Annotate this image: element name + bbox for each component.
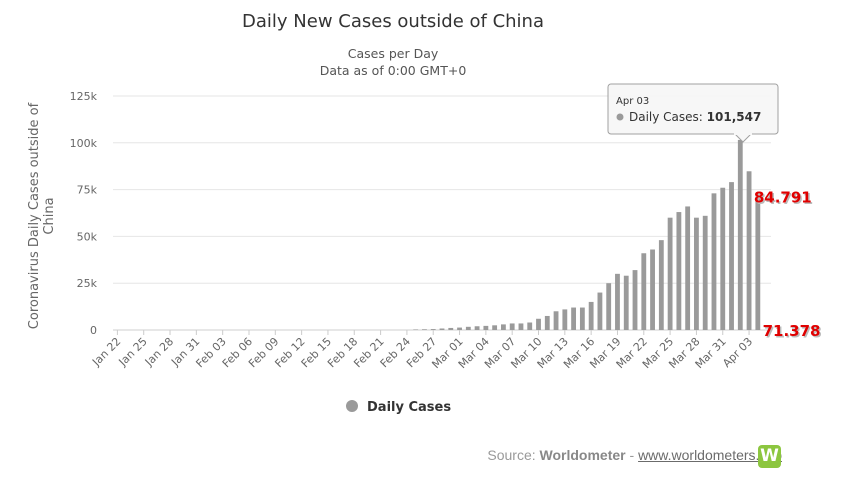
bar[interactable] (501, 324, 506, 330)
y-tick-label: 50k (77, 230, 98, 243)
bar[interactable] (685, 206, 691, 330)
svg-text:71.378: 71.378 (764, 324, 822, 342)
bar[interactable] (422, 329, 427, 330)
bar[interactable] (755, 196, 761, 330)
bar[interactable] (509, 323, 515, 330)
bar[interactable] (746, 171, 752, 330)
source-separator: - (629, 447, 635, 463)
legend-label: Daily Cases (367, 400, 451, 415)
data-annotation: 84.791 (754, 188, 812, 206)
y-tick-label: 25k (77, 277, 98, 290)
chart-title: Daily New Cases outside of China (242, 11, 544, 32)
bar[interactable] (571, 307, 577, 330)
bar[interactable] (448, 327, 454, 330)
bar[interactable] (711, 193, 717, 330)
bar[interactable] (606, 283, 612, 330)
y-tick-label: 0 (90, 324, 97, 337)
source-name: Worldometer (539, 447, 626, 463)
bar[interactable] (729, 182, 734, 330)
bar[interactable] (702, 215, 708, 330)
source-link[interactable]: www.worldometers.info (638, 447, 782, 463)
bar[interactable] (430, 329, 436, 330)
bar[interactable] (676, 212, 682, 330)
tooltip-pointer (733, 133, 753, 143)
bar[interactable] (457, 327, 462, 330)
bar[interactable] (650, 249, 655, 330)
bar[interactable] (413, 329, 419, 330)
tooltip: Apr 03 Daily Cases: 101,547 (607, 83, 779, 143)
bar[interactable] (667, 217, 673, 330)
bar[interactable] (474, 326, 480, 330)
tooltip-marker (616, 113, 624, 121)
bar-series[interactable] (413, 139, 761, 330)
tooltip-value: 101,547 (707, 110, 762, 124)
x-tick-label: Jan 28 (142, 335, 176, 369)
bar[interactable] (588, 301, 594, 330)
bar[interactable] (641, 253, 647, 330)
bar[interactable] (544, 315, 550, 330)
bar[interactable] (694, 217, 699, 330)
bar[interactable] (623, 275, 629, 330)
y-tick-label: 100k (70, 137, 98, 150)
tooltip-series-label: Daily Cases: 101,547 (629, 110, 761, 124)
bar[interactable] (562, 309, 568, 330)
tooltip-box (607, 83, 779, 135)
tooltip-date: Apr 03 (616, 96, 649, 107)
y-tick-label: 125k (70, 90, 98, 103)
chart-subtitle-line1: Cases per Day (348, 46, 439, 61)
legend-marker (346, 400, 358, 412)
svg-text:84.791: 84.791 (755, 190, 813, 208)
bar[interactable] (720, 187, 726, 330)
bar[interactable] (439, 328, 445, 330)
worldometer-logo-icon[interactable]: W (758, 445, 781, 468)
x-tick-label: Jan 22 (89, 335, 123, 369)
y-axis-title-line1: Coronavirus Daily Cases outside of (27, 102, 42, 329)
bar[interactable] (465, 326, 471, 330)
x-tick-label: Apr 03 (720, 335, 755, 370)
bar[interactable] (553, 311, 559, 330)
bar[interactable] (483, 325, 489, 330)
bar[interactable] (737, 139, 743, 330)
bar[interactable] (492, 325, 498, 330)
source-credit: Source: Worldometer - www.worldometers.i… (487, 447, 782, 463)
source-label: Source: (487, 447, 536, 463)
legend[interactable]: Daily Cases (346, 400, 451, 415)
y-axis-title-line2: China (42, 197, 57, 234)
y-tick-label: 75k (77, 184, 98, 197)
bar[interactable] (579, 307, 585, 330)
data-annotation: 71.378 (763, 322, 821, 340)
bar[interactable] (518, 323, 524, 330)
x-tick-label: Jan 25 (116, 335, 150, 369)
bar[interactable] (536, 318, 541, 330)
bar[interactable] (658, 240, 664, 330)
bar[interactable] (615, 273, 620, 330)
bar[interactable] (527, 322, 533, 330)
bar[interactable] (632, 270, 638, 330)
bar[interactable] (597, 292, 603, 330)
chart-subtitle-line2: Data as of 0:00 GMT+0 (320, 63, 467, 78)
